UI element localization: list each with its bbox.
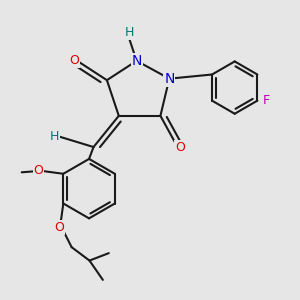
Text: F: F bbox=[263, 94, 270, 107]
Text: O: O bbox=[69, 54, 79, 67]
Text: H: H bbox=[50, 130, 60, 143]
Text: O: O bbox=[34, 164, 44, 177]
Text: N: N bbox=[131, 54, 142, 68]
Text: O: O bbox=[54, 221, 64, 234]
Text: N: N bbox=[164, 72, 175, 86]
Text: O: O bbox=[175, 140, 185, 154]
Text: H: H bbox=[124, 26, 134, 39]
